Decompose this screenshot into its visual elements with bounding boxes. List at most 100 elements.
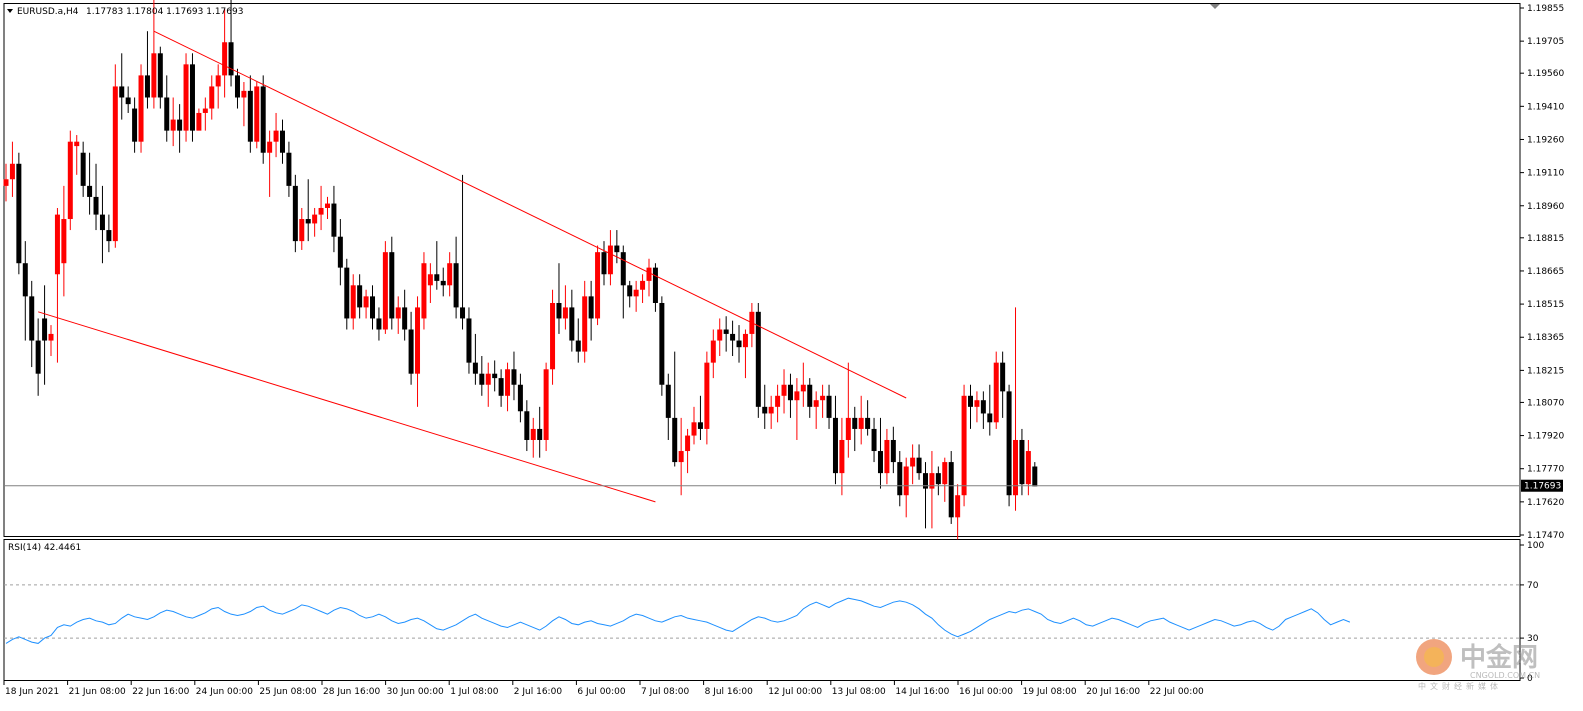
candle-body [556, 302, 562, 319]
candle-body [607, 245, 613, 275]
price-tick-label: 1.18960 [1527, 202, 1564, 212]
price-tick-label: 1.18515 [1527, 300, 1564, 310]
watermark: 中金网 中文财经新媒体 CNGOLD.COM.CN [1416, 639, 1540, 691]
candle-body [395, 307, 401, 319]
candle-body [151, 53, 157, 98]
candle-body [305, 219, 311, 224]
candle-body [177, 119, 183, 131]
trendlines-layer [38, 30, 907, 503]
candle-body [337, 236, 343, 268]
time-tick-label: 19 Jul 08:00 [1023, 687, 1077, 697]
candle-body [646, 267, 652, 281]
candle-body [1025, 451, 1031, 485]
candle-body [16, 163, 22, 264]
candle-body [987, 413, 993, 423]
rsi-label: RSI(14) 42.4461 [8, 543, 81, 553]
time-tick-label: 2 Jul 16:00 [514, 687, 563, 697]
candle-body [691, 422, 697, 436]
candle-body [582, 296, 588, 352]
candle-body [357, 285, 363, 308]
candle-body [768, 406, 774, 414]
candle-body [22, 263, 28, 297]
candle-body [929, 473, 935, 489]
time-tick-label: 30 Jun 00:00 [387, 687, 444, 697]
candle-body [1000, 362, 1006, 392]
candle-body [427, 274, 433, 286]
candle-body [595, 252, 601, 319]
candle-body [170, 119, 176, 131]
candle-body [550, 302, 556, 370]
rsi-tick-label: 30 [1527, 634, 1539, 644]
time-tick-label: 21 Jun 08:00 [69, 687, 126, 697]
scroll-marker-icon[interactable] [1210, 4, 1220, 9]
triangle-down-icon[interactable] [7, 9, 13, 13]
candle-body [980, 400, 986, 414]
candle-body [254, 86, 260, 142]
candle-body [807, 384, 813, 407]
price-tick-label: 1.18215 [1527, 366, 1564, 376]
candle-body [710, 340, 716, 363]
rsi-line [5, 597, 1351, 644]
candle-body [453, 263, 459, 308]
price-tick-label: 1.19260 [1527, 135, 1564, 145]
rsi-axis: 100 70 30 0 [1520, 541, 1544, 684]
candle-body [903, 466, 909, 496]
candle-body [80, 152, 86, 186]
candle-body [479, 373, 485, 385]
candle-body [877, 451, 883, 474]
rsi-tick-label: 0 [1527, 674, 1533, 684]
trendline [38, 311, 656, 503]
price-tick-label: 1.18815 [1527, 234, 1564, 244]
candle-body [472, 362, 478, 374]
candle-body [775, 395, 781, 407]
candle-body [112, 86, 118, 242]
candle-body [884, 439, 890, 474]
price-tick-label: 1.19855 [1527, 4, 1564, 14]
candle-body [665, 384, 671, 418]
candle-body [678, 451, 684, 463]
candle-body [492, 373, 498, 379]
time-tick-label: 12 Jul 00:00 [768, 687, 822, 697]
candle-body [344, 267, 350, 319]
candle-body [845, 417, 851, 440]
candle-body [447, 263, 453, 286]
symbol-label: EURUSD.a,H4 [17, 7, 79, 17]
candle-body [897, 462, 903, 496]
candle-body [813, 400, 819, 407]
candle-body [119, 86, 125, 98]
candle-body [183, 64, 189, 131]
candle-body [408, 329, 414, 374]
candle-body [389, 252, 395, 319]
candle-body [196, 112, 202, 131]
candle-body [29, 296, 35, 341]
price-tick-label: 1.17620 [1527, 498, 1564, 508]
candle-body [292, 185, 298, 242]
candle-body [61, 219, 67, 264]
candle-body [93, 196, 99, 215]
price-tick-label: 1.18070 [1527, 398, 1564, 408]
time-tick-label: 14 Jul 16:00 [895, 687, 949, 697]
candle-body [164, 97, 170, 131]
time-axis: 18 Jun 2021 21 Jun 08:00 22 Jun 16:00 24 Ju… [3, 681, 1204, 697]
candle-body [318, 207, 324, 215]
candle-body [614, 245, 620, 253]
candle-body [537, 428, 543, 440]
candle-body [852, 417, 858, 429]
candle-body [974, 400, 980, 407]
candle-body [189, 64, 195, 131]
candle-body [299, 219, 305, 242]
candle-body [736, 340, 742, 348]
candle-body [723, 329, 729, 334]
candle-body [955, 495, 961, 518]
candle-body [325, 203, 330, 208]
candle-body [460, 307, 466, 319]
candle-body [42, 318, 48, 341]
price-tick-label: 1.19560 [1527, 69, 1564, 79]
candle-body [685, 435, 691, 452]
candle-body [279, 130, 285, 153]
candle-body [505, 369, 511, 396]
time-tick-label: 16 Jul 00:00 [959, 687, 1013, 697]
time-tick-label: 8 Jul 16:00 [705, 687, 754, 697]
candle-body [1019, 439, 1025, 485]
